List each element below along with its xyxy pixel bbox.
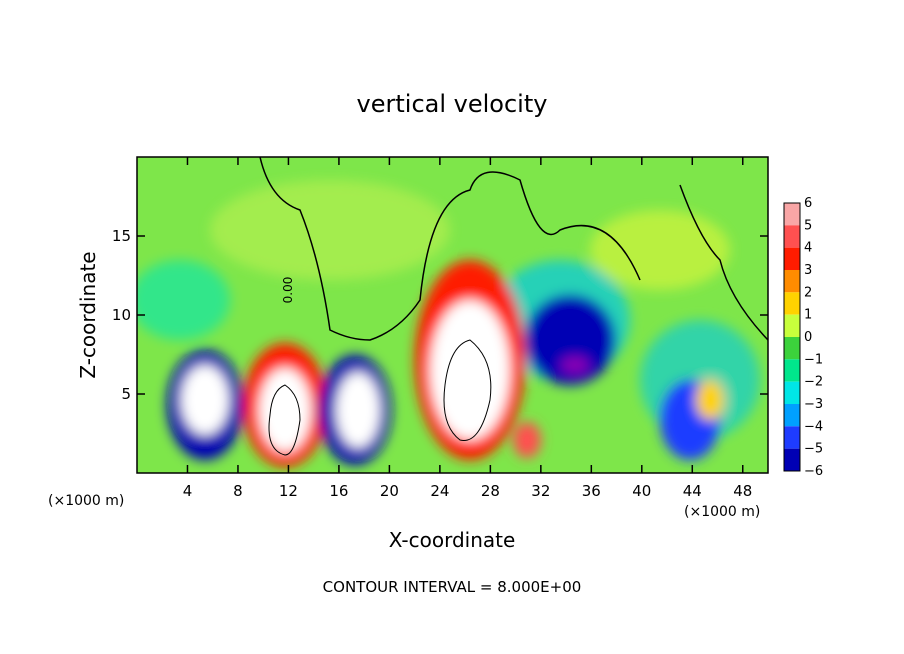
colorbar-label: −6 [804, 464, 823, 479]
colorbar-label: −5 [804, 442, 823, 457]
x-tick-label: 20 [380, 482, 399, 500]
chart-title: vertical velocity [357, 90, 548, 118]
colorbar-label: −2 [804, 375, 823, 390]
colorbar-label: 5 [804, 218, 812, 233]
contour-interval-note: CONTOUR INTERVAL = 8.000E+00 [323, 578, 582, 596]
colorbar-frame [783, 202, 801, 472]
x-tick-label: 32 [531, 482, 550, 500]
field-band-upper [590, 210, 730, 290]
colorbar-label: 2 [804, 285, 812, 300]
x-tick-label: 16 [329, 482, 348, 500]
core-contour [443, 339, 492, 441]
updraft-core [430, 300, 510, 440]
colorbar-label: 1 [804, 308, 812, 323]
colorbar-swatch [784, 426, 800, 449]
x-tick-label: 12 [279, 482, 298, 500]
colorbar-swatch [784, 404, 800, 427]
colorbar-swatch [784, 247, 800, 270]
core-contour [268, 384, 301, 456]
x-axis-label: X-coordinate [389, 528, 516, 552]
x-unit-left: (×1000 m) [48, 493, 124, 509]
x-tick-label: 36 [582, 482, 601, 500]
velocity-field [137, 180, 760, 467]
y-tick-label: 10 [112, 306, 131, 324]
contour-label: 0.00 [281, 277, 295, 304]
updraft-core [181, 365, 229, 435]
colorbar-label: 3 [804, 263, 812, 278]
x-tick-label: 40 [632, 482, 651, 500]
y-axis-label: Z-coordinate [76, 251, 100, 378]
y-tick-label: 5 [121, 385, 131, 403]
colorbar-swatch [784, 270, 800, 293]
colorbar-label: 0 [804, 330, 812, 345]
updraft-core [336, 372, 380, 448]
updraft-core [259, 368, 311, 452]
x-axis: 4 8 12 16 20 24 28 32 36 40 44 48 [183, 157, 752, 500]
updraft-fringe [513, 422, 541, 458]
x-tick-label: 48 [733, 482, 752, 500]
x-tick-label: 44 [683, 482, 702, 500]
x-tick-label: 8 [233, 482, 243, 500]
field-band-cyan [137, 260, 230, 340]
y-axis: 5 10 15 [112, 227, 768, 403]
colorbar-swatch [784, 314, 800, 337]
field-band-upper [210, 180, 450, 280]
x-tick-label: 4 [183, 482, 193, 500]
y-tick-label: 15 [112, 227, 131, 245]
colorbar-label: 6 [804, 196, 812, 211]
zero-contour [679, 184, 768, 341]
plot-area [137, 157, 768, 473]
x-tick-label: 24 [430, 482, 449, 500]
colorbar-swatch [784, 292, 800, 315]
colorbar-label: 4 [804, 241, 812, 256]
colorbar-label: −1 [804, 352, 823, 367]
colorbar-swatch [784, 381, 800, 404]
contour-lines [259, 157, 768, 456]
downdraft-core [525, 295, 615, 385]
colorbar-label: −3 [804, 397, 823, 412]
colorbar-swatch [784, 448, 800, 471]
colorbar-swatch [784, 337, 800, 360]
downdraft-core [561, 357, 589, 373]
colorbar: 6 5 4 3 2 1 0 −1 −2 −3 −4 −5 −6 [783, 196, 823, 479]
colorbar-swatch [784, 203, 800, 226]
colorbar-label: −4 [804, 419, 823, 434]
zero-contour [259, 157, 641, 341]
warm-patch [696, 380, 724, 420]
x-tick-label: 28 [481, 482, 500, 500]
x-unit-right: (×1000 m) [684, 504, 760, 520]
colorbar-swatch [784, 359, 800, 382]
colorbar-swatch [784, 225, 800, 248]
